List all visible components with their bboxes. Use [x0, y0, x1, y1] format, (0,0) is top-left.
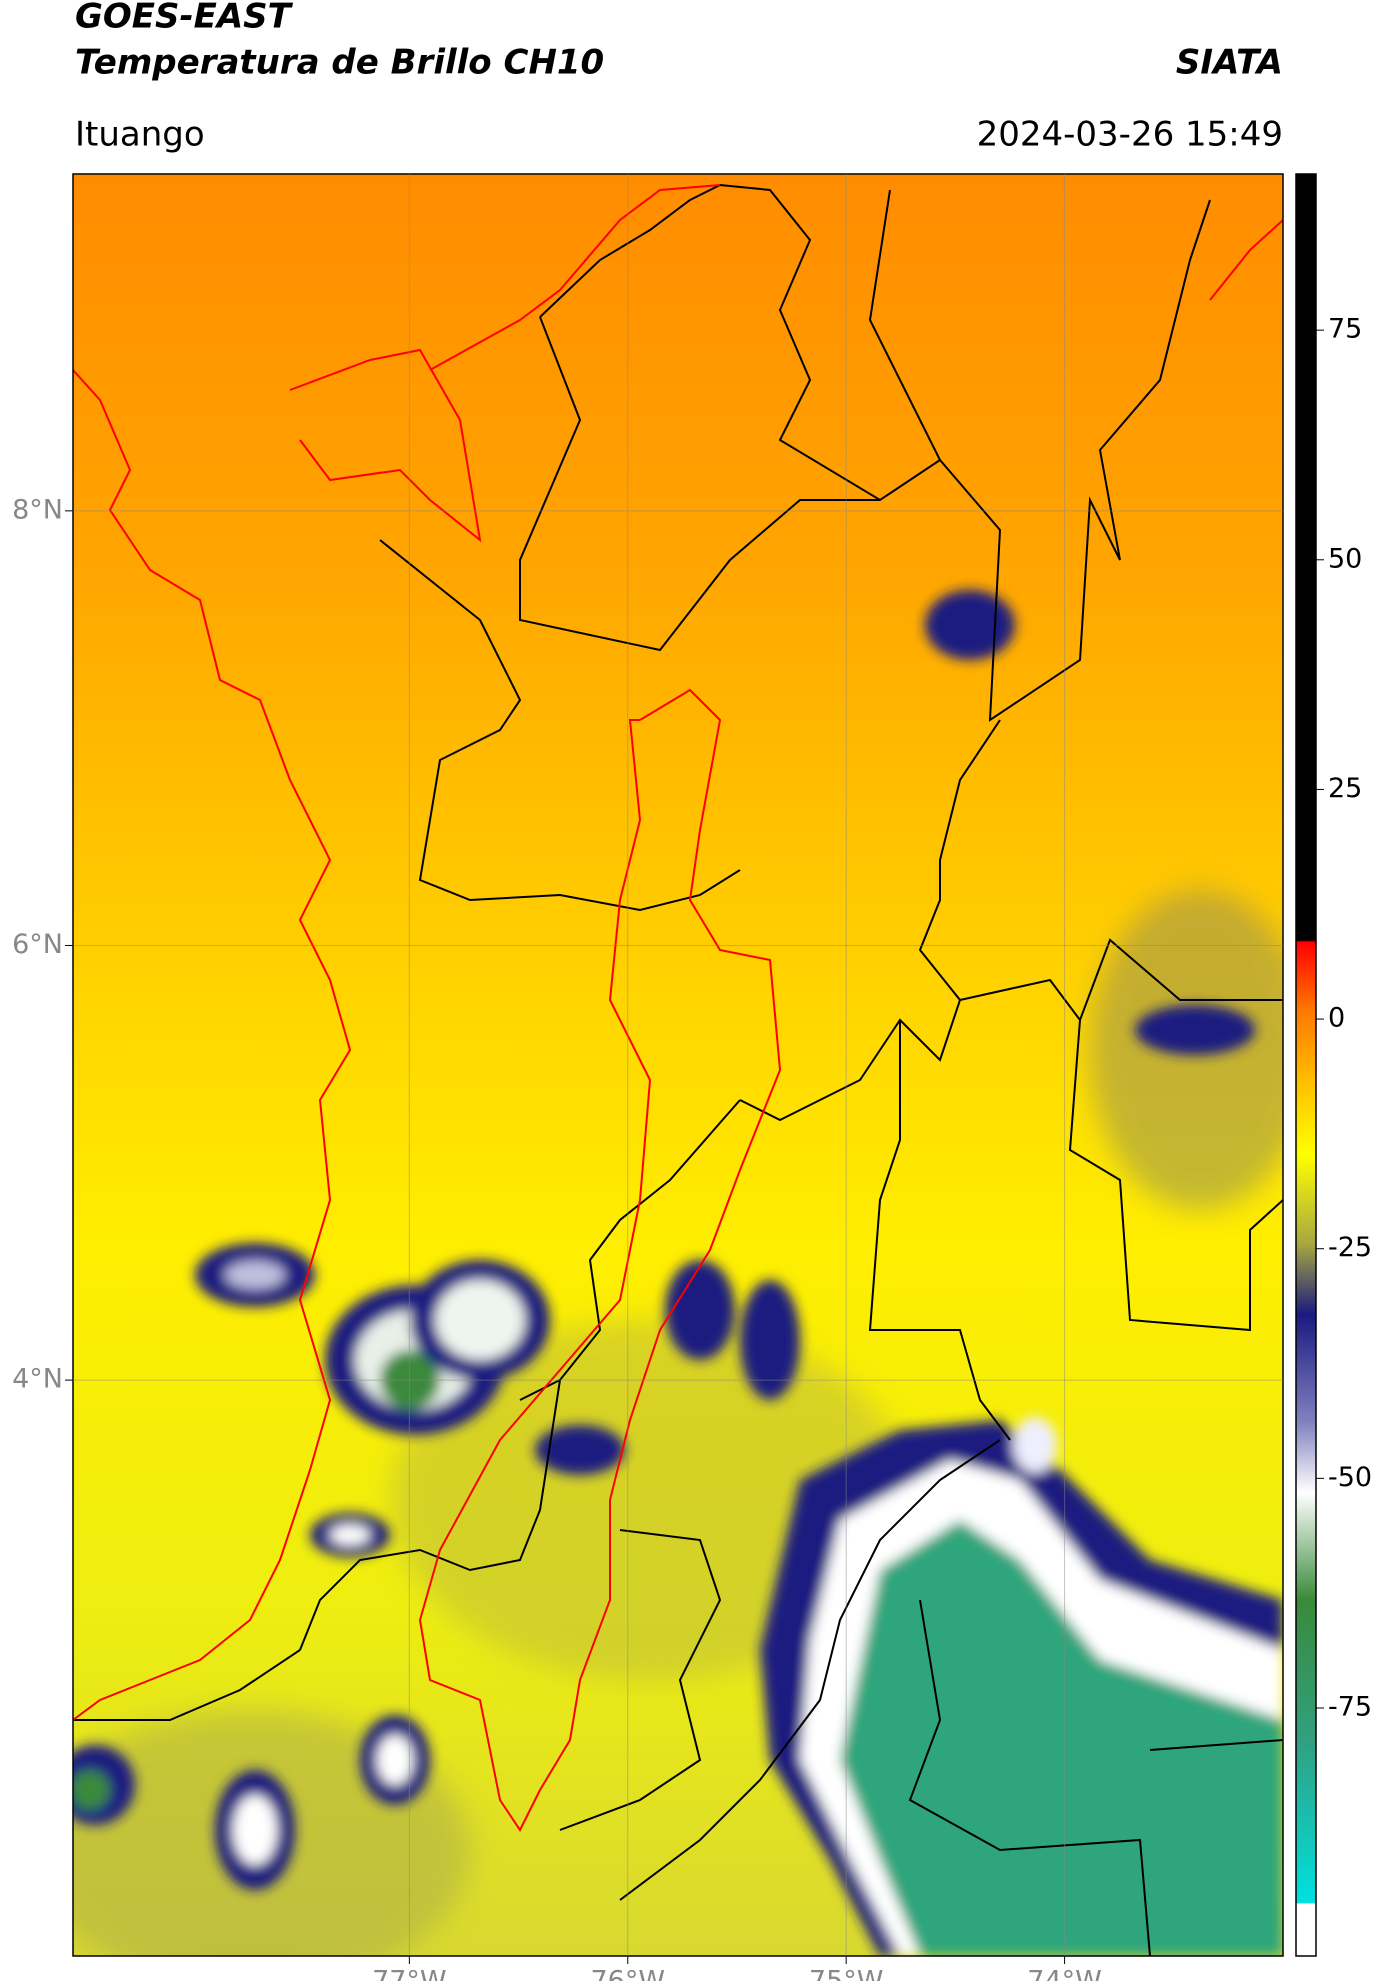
lon-tick-label: 76°W: [590, 1966, 665, 1982]
colorbar-tick-label: -50: [1328, 1462, 1372, 1493]
colorbar-tick-label: -75: [1328, 1691, 1372, 1722]
lon-tick-label: 74°W: [1027, 1966, 1102, 1982]
colorbar-tick-label: 75: [1328, 314, 1362, 345]
colorbar: [1295, 173, 1317, 1957]
subtitle: Temperatura de Brillo CH10: [75, 43, 604, 83]
lat-tick-label: 4°N: [12, 1364, 63, 1395]
lat-tick-label: 6°N: [12, 929, 63, 960]
colorbar-tick-label: 50: [1328, 543, 1362, 574]
source: SIATA: [1176, 43, 1283, 83]
colorbar-tick-label: -25: [1328, 1232, 1372, 1263]
colorbar-tick-label: 25: [1328, 773, 1362, 804]
lon-tick-label: 75°W: [809, 1966, 884, 1982]
lon-tick-label: 77°W: [372, 1966, 447, 1982]
map-frame: [72, 173, 1284, 1957]
colorbar-tick-label: 0: [1328, 1003, 1345, 1034]
location: Ituango: [75, 115, 205, 155]
lat-tick-label: 8°N: [12, 494, 63, 525]
title: GOES-EAST: [75, 0, 294, 37]
timestamp: 2024-03-26 15:49: [977, 115, 1283, 155]
map-image: [73, 174, 1283, 1956]
